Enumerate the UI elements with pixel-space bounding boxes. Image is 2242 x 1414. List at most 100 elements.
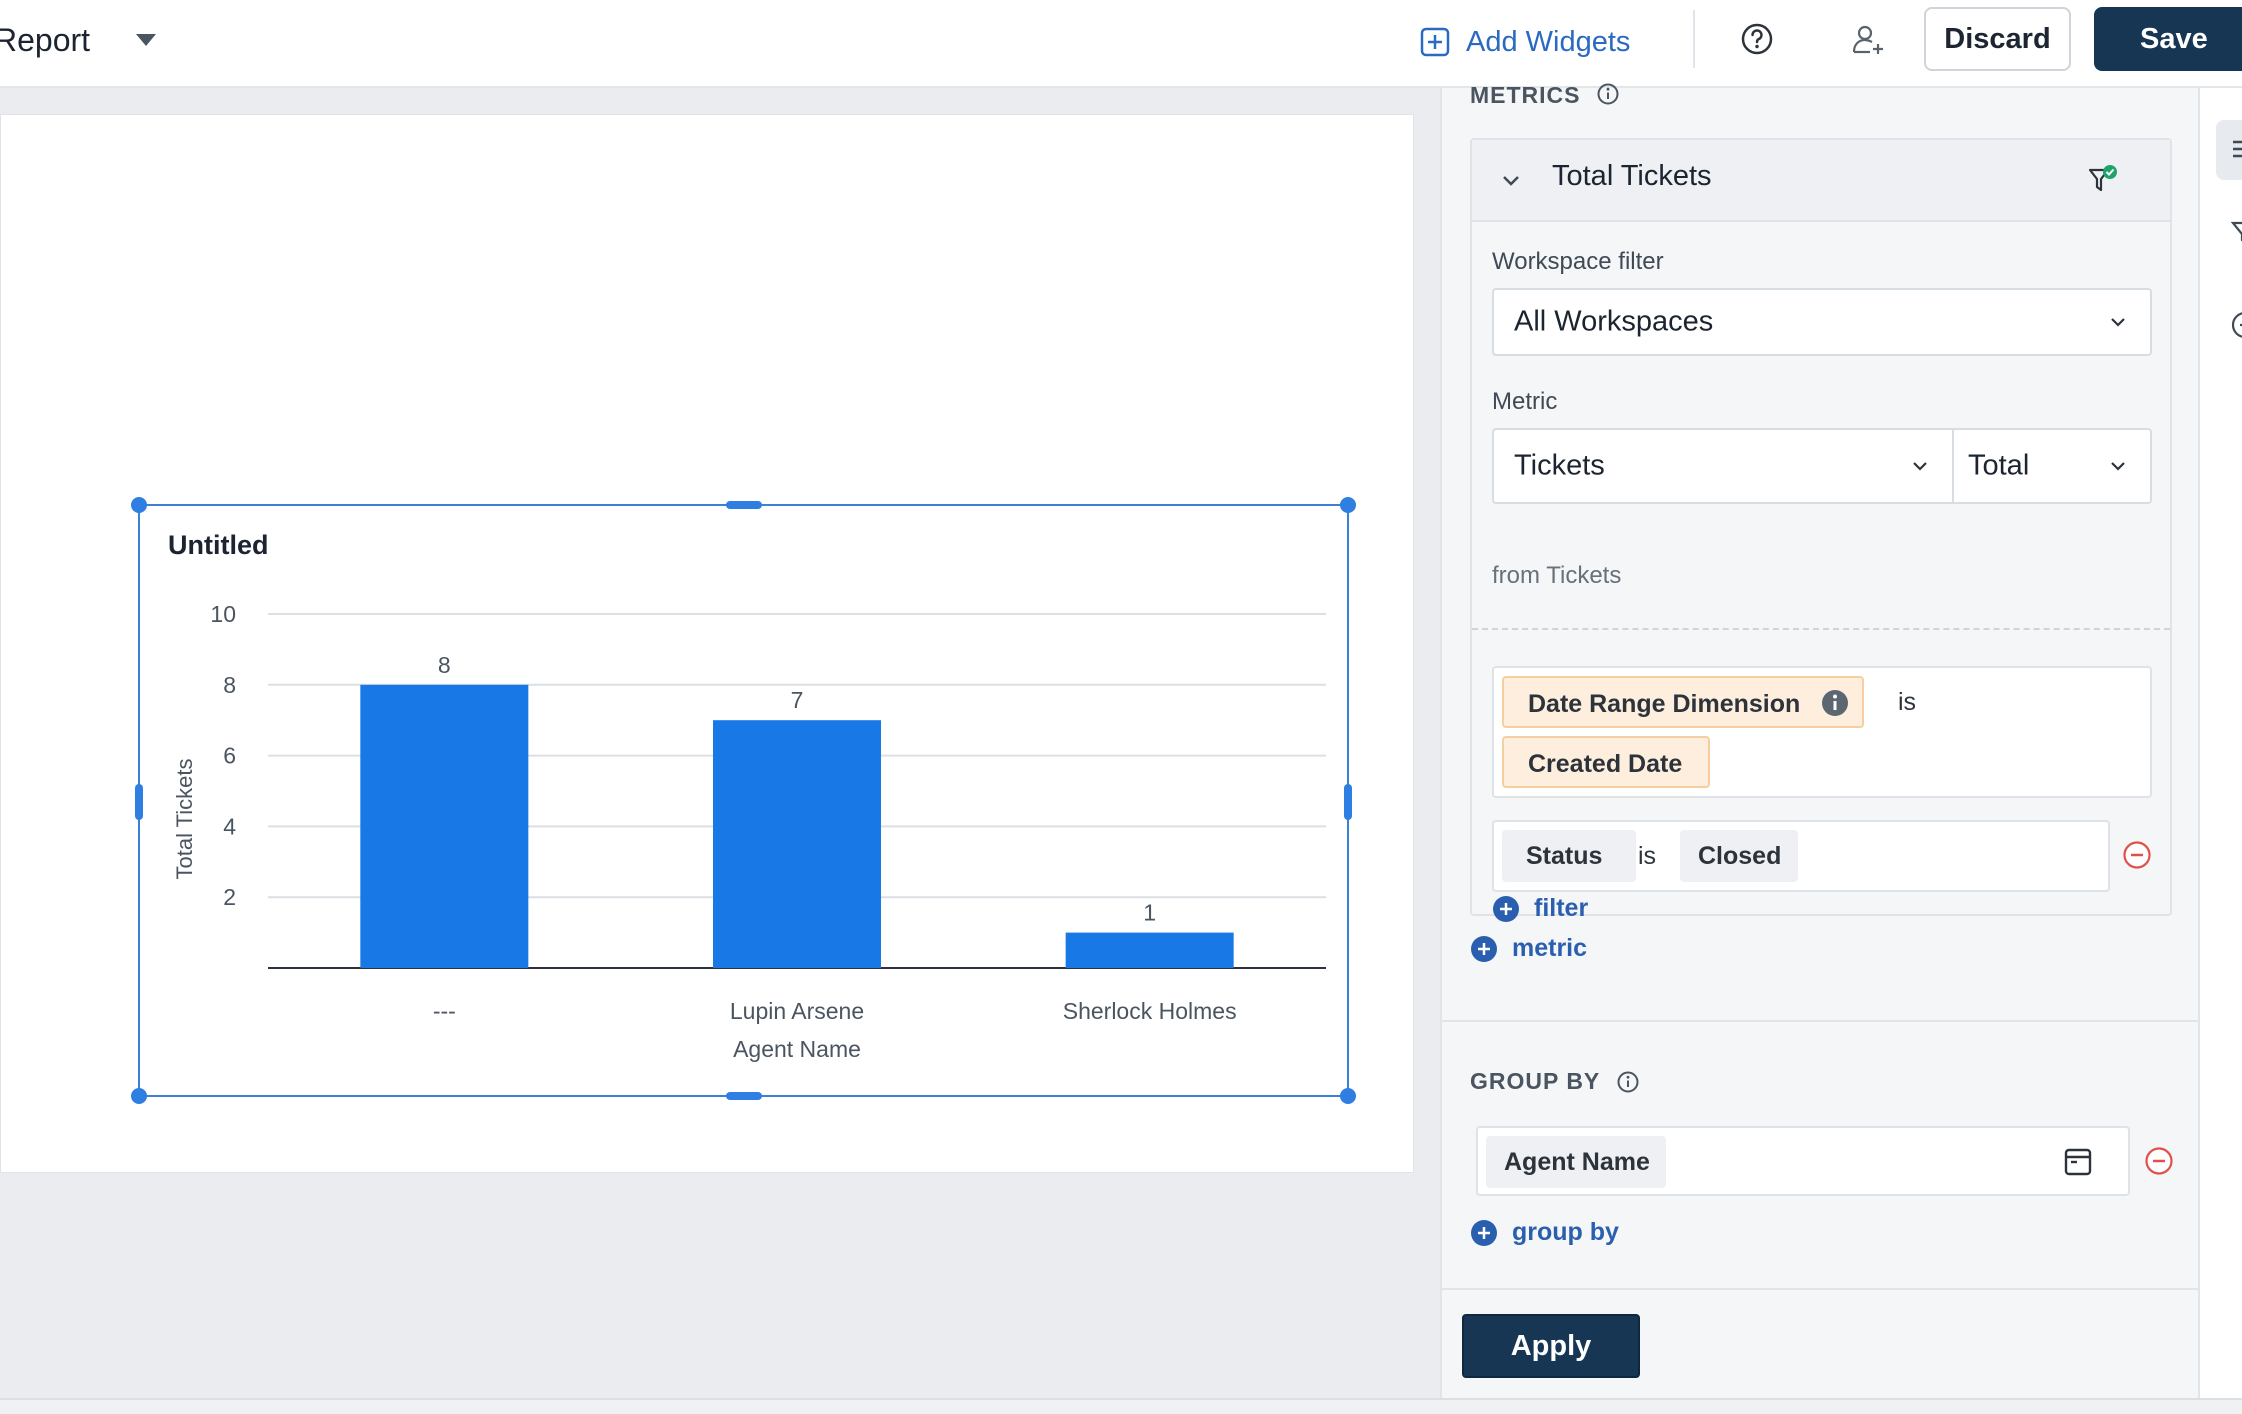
metric-label: Metric — [1492, 388, 1558, 415]
caret-down-icon[interactable] — [134, 30, 158, 50]
date-filter-operator: is — [1898, 688, 1917, 716]
date-range-filter: Date Range Dimension is Created Date — [1492, 666, 2152, 798]
metric-select[interactable]: Tickets — [1492, 428, 1954, 504]
help-icon[interactable] — [1740, 22, 1774, 56]
created-date-label: Created Date — [1528, 750, 1683, 778]
plus-circle-icon — [1493, 895, 1519, 922]
filter-check-icon[interactable] — [2086, 162, 2122, 198]
add-filter-button[interactable]: filter — [1492, 894, 1588, 923]
add-metric-label: metric — [1512, 934, 1588, 962]
add-metric-button[interactable]: metric — [1470, 934, 1587, 963]
discard-button[interactable]: Discard — [1924, 7, 2071, 71]
y-tick-label: 8 — [223, 672, 236, 698]
bar — [713, 720, 881, 968]
aggregation-select[interactable]: Total — [1952, 428, 2152, 504]
remove-group-by-icon[interactable] — [2144, 1146, 2174, 1176]
add-user-icon[interactable] — [1850, 22, 1886, 58]
metric-card: Total Tickets Workspace filter All Works… — [1470, 138, 2172, 922]
chevron-down-icon — [1913, 462, 1927, 471]
chart-widget[interactable]: Untitled 2 4 6 8 10 8 --- 7 Lupin Arsene 1 Sherloc… — [131, 497, 1356, 1104]
widget-title[interactable]: Untitled — [168, 530, 269, 560]
report-title[interactable]: Report — [0, 22, 91, 58]
status-filter-operator: is — [1638, 842, 1657, 870]
metrics-section-label: METRICS — [1470, 82, 1581, 108]
data-label: 8 — [438, 652, 451, 678]
resize-handle-top-left[interactable] — [131, 497, 147, 513]
group-by-chip[interactable]: Agent Name — [1486, 1136, 1666, 1188]
date-range-dimension-label: Date Range Dimension — [1528, 690, 1801, 718]
data-label: 7 — [791, 687, 804, 713]
status-field-label: Status — [1526, 842, 1603, 870]
data-label: 1 — [1143, 900, 1156, 926]
plus-square-icon — [1420, 27, 1450, 57]
bar — [1065, 932, 1234, 968]
remove-filter-icon[interactable] — [2122, 840, 2152, 870]
bar — [360, 684, 529, 968]
x-tick-label: --- — [433, 998, 456, 1024]
chevron-down-icon — [2111, 318, 2125, 327]
section-divider — [1442, 1020, 2198, 1022]
x-tick-label: Sherlock Holmes — [1063, 998, 1237, 1024]
workspace-filter-select[interactable]: All Workspaces — [1492, 288, 2152, 356]
plus-circle-icon — [1471, 1219, 1497, 1246]
x-tick-label: Lupin Arsene — [730, 998, 864, 1024]
dashed-divider — [1472, 628, 2170, 630]
metric-source-text: from Tickets — [1492, 562, 1622, 589]
add-filter-label: filter — [1534, 894, 1589, 922]
metric-name: Total Tickets — [1552, 160, 1712, 192]
workspace-filter-value: All Workspaces — [1514, 305, 1714, 338]
status-value-chip[interactable]: Closed — [1680, 830, 1798, 882]
resize-handle-right[interactable] — [1344, 784, 1352, 820]
apply-button[interactable]: Apply — [1462, 1314, 1640, 1378]
add-group-by-label: group by — [1512, 1218, 1619, 1246]
info-icon[interactable] — [1616, 1070, 1640, 1094]
aggregation-value: Total — [1968, 449, 2030, 482]
created-date-chip[interactable]: Created Date — [1502, 736, 1710, 788]
header-divider — [1693, 10, 1695, 68]
resize-handle-bottom-left[interactable] — [131, 1088, 147, 1104]
group-by-value: Agent Name — [1504, 1148, 1650, 1176]
metric-card-header[interactable]: Total Tickets — [1472, 140, 2170, 222]
rail-filter-button[interactable] — [2216, 208, 2242, 268]
plus-circle-icon — [1471, 935, 1497, 962]
status-value-label: Closed — [1698, 842, 1782, 870]
metric-value: Tickets — [1514, 449, 1605, 482]
y-tick-label: 10 — [210, 601, 236, 627]
add-widgets-button[interactable]: Add Widgets — [1420, 20, 1630, 64]
resize-handle-left[interactable] — [135, 784, 143, 820]
add-widgets-label: Add Widgets — [1466, 25, 1631, 58]
y-tick-label: 2 — [223, 884, 236, 910]
status-filter: Status is Closed — [1492, 820, 2110, 892]
resize-handle-bottom[interactable] — [726, 1092, 762, 1100]
chevron-down-icon — [2111, 462, 2125, 471]
y-axis-title: Total Tickets — [172, 758, 197, 879]
section-divider — [1442, 1288, 2198, 1290]
date-range-dimension-chip[interactable]: Date Range Dimension — [1502, 676, 1864, 728]
resize-handle-top[interactable] — [726, 501, 762, 509]
save-button[interactable]: Save — [2094, 7, 2242, 71]
x-axis-title: Agent Name — [733, 1036, 861, 1062]
palette-icon — [2231, 312, 2242, 338]
top-header: Report Add Widgets Discard Save — [0, 0, 2242, 88]
group-by-field: Agent Name — [1476, 1126, 2130, 1196]
chevron-down-icon[interactable] — [1500, 170, 1522, 192]
resize-handle-top-right[interactable] — [1340, 497, 1356, 513]
y-tick-label: 4 — [223, 813, 236, 839]
info-icon[interactable] — [1820, 688, 1850, 718]
bar-chart: 2 4 6 8 10 8 --- 7 Lupin Arsene 1 Sherlock Holmes A… — [172, 601, 1326, 1062]
group-by-section-label: GROUP BY — [1470, 1068, 1601, 1094]
filter-icon — [2230, 221, 2242, 242]
right-tool-rail — [2198, 88, 2242, 1414]
status-field-chip[interactable]: Status — [1502, 830, 1636, 882]
report-canvas: Untitled 2 4 6 8 10 8 --- 7 Lupin Arsene 1 Sherloc… — [0, 114, 1414, 1173]
resize-handle-bottom-right[interactable] — [1340, 1088, 1356, 1104]
calendar-icon[interactable] — [2062, 1146, 2094, 1178]
y-tick-label: 6 — [223, 743, 236, 769]
bottom-strip — [0, 1398, 2242, 1414]
configuration-panel: METRICS Total Tickets Workspace filter A… — [1440, 82, 2198, 1414]
add-group-by-button[interactable]: group by — [1470, 1218, 1619, 1247]
rail-style-button[interactable] — [2216, 300, 2242, 360]
list-icon — [2233, 140, 2242, 158]
info-icon[interactable] — [1596, 82, 1620, 106]
rail-list-button[interactable] — [2216, 120, 2242, 180]
